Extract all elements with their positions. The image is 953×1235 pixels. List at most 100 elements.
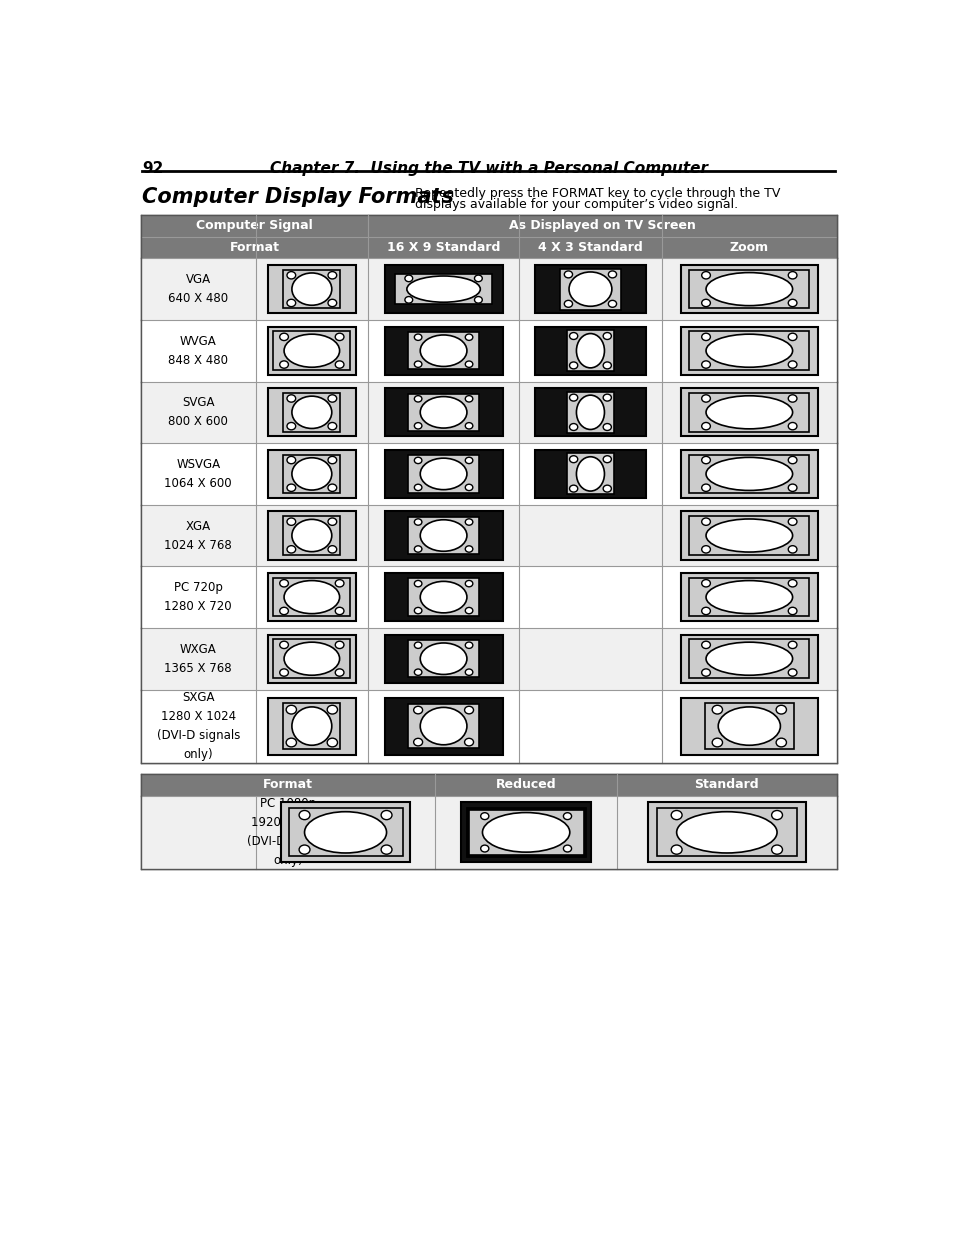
Bar bbox=[141, 567, 836, 627]
Bar bbox=[559, 269, 620, 310]
Bar bbox=[141, 774, 836, 869]
Ellipse shape bbox=[420, 520, 466, 551]
Ellipse shape bbox=[465, 422, 473, 429]
Ellipse shape bbox=[671, 810, 681, 820]
Bar bbox=[617, 774, 836, 795]
Ellipse shape bbox=[465, 608, 473, 614]
Text: SVGA
800 X 600: SVGA 800 X 600 bbox=[168, 396, 228, 429]
Bar bbox=[368, 237, 518, 258]
Bar bbox=[680, 266, 817, 314]
Ellipse shape bbox=[328, 546, 336, 553]
Ellipse shape bbox=[563, 813, 571, 820]
Ellipse shape bbox=[299, 845, 310, 855]
Bar bbox=[688, 640, 808, 678]
Ellipse shape bbox=[576, 395, 604, 430]
Bar bbox=[408, 394, 478, 431]
Ellipse shape bbox=[776, 705, 785, 714]
Ellipse shape bbox=[705, 642, 792, 676]
Text: Chapter 7.  Using the TV with a Personal Computer: Chapter 7. Using the TV with a Personal … bbox=[270, 162, 707, 177]
Ellipse shape bbox=[564, 300, 572, 308]
Bar bbox=[408, 578, 478, 616]
Bar bbox=[280, 803, 410, 862]
Bar bbox=[680, 635, 817, 683]
Text: Reduced: Reduced bbox=[496, 778, 556, 792]
Ellipse shape bbox=[279, 579, 288, 587]
Ellipse shape bbox=[287, 517, 295, 525]
Bar bbox=[141, 443, 836, 505]
Ellipse shape bbox=[569, 485, 578, 492]
Ellipse shape bbox=[602, 394, 611, 401]
Bar bbox=[408, 456, 478, 493]
Ellipse shape bbox=[602, 362, 611, 369]
Ellipse shape bbox=[420, 708, 466, 745]
Bar bbox=[268, 266, 355, 314]
Bar bbox=[368, 215, 836, 237]
Bar bbox=[408, 704, 478, 748]
Ellipse shape bbox=[414, 580, 421, 587]
Text: 4 X 3 Standard: 4 X 3 Standard bbox=[537, 241, 642, 254]
Ellipse shape bbox=[787, 361, 796, 368]
Ellipse shape bbox=[328, 517, 336, 525]
Ellipse shape bbox=[335, 579, 344, 587]
Ellipse shape bbox=[279, 361, 288, 368]
Ellipse shape bbox=[701, 484, 710, 492]
Bar bbox=[688, 516, 808, 555]
Text: 16 X 9 Standard: 16 X 9 Standard bbox=[387, 241, 499, 254]
Ellipse shape bbox=[465, 333, 473, 341]
Bar bbox=[688, 454, 808, 493]
Ellipse shape bbox=[414, 395, 421, 403]
Ellipse shape bbox=[287, 272, 295, 279]
Ellipse shape bbox=[464, 739, 473, 746]
Ellipse shape bbox=[420, 396, 466, 429]
Bar bbox=[141, 382, 836, 443]
Ellipse shape bbox=[335, 333, 344, 341]
Ellipse shape bbox=[569, 362, 578, 369]
Bar bbox=[657, 809, 796, 856]
Bar bbox=[289, 809, 402, 856]
Bar bbox=[408, 516, 478, 555]
Ellipse shape bbox=[279, 641, 288, 648]
Ellipse shape bbox=[474, 275, 482, 282]
Ellipse shape bbox=[465, 484, 473, 490]
Bar bbox=[680, 511, 817, 559]
Ellipse shape bbox=[414, 608, 421, 614]
Text: Format: Format bbox=[230, 241, 279, 254]
Ellipse shape bbox=[576, 333, 604, 368]
Ellipse shape bbox=[464, 706, 473, 714]
Bar bbox=[141, 505, 836, 567]
Bar bbox=[268, 698, 355, 755]
Bar bbox=[384, 573, 502, 621]
Bar bbox=[518, 237, 661, 258]
Ellipse shape bbox=[787, 484, 796, 492]
Ellipse shape bbox=[569, 332, 578, 340]
Bar bbox=[141, 795, 836, 869]
Bar bbox=[468, 810, 583, 855]
Ellipse shape bbox=[335, 641, 344, 648]
Ellipse shape bbox=[328, 457, 336, 464]
Ellipse shape bbox=[284, 642, 339, 676]
Ellipse shape bbox=[404, 296, 413, 303]
Bar bbox=[268, 327, 355, 374]
Ellipse shape bbox=[381, 810, 392, 820]
Text: As Displayed on TV Screen: As Displayed on TV Screen bbox=[509, 220, 695, 232]
Bar bbox=[408, 640, 478, 678]
Ellipse shape bbox=[420, 458, 466, 489]
Text: Format: Format bbox=[263, 778, 313, 792]
Ellipse shape bbox=[406, 275, 479, 303]
Ellipse shape bbox=[328, 299, 336, 306]
Text: WXGA
1365 X 768: WXGA 1365 X 768 bbox=[164, 642, 232, 674]
Bar bbox=[395, 274, 492, 304]
Text: displays available for your computer’s video signal.: displays available for your computer’s v… bbox=[415, 199, 738, 211]
Ellipse shape bbox=[701, 422, 710, 430]
Ellipse shape bbox=[787, 457, 796, 464]
Ellipse shape bbox=[671, 845, 681, 855]
Bar bbox=[535, 266, 645, 314]
Bar bbox=[141, 258, 836, 320]
Text: XGA
1024 X 768: XGA 1024 X 768 bbox=[164, 520, 232, 552]
Bar bbox=[384, 266, 502, 314]
Bar bbox=[460, 803, 591, 862]
Ellipse shape bbox=[602, 332, 611, 340]
Bar bbox=[384, 511, 502, 559]
Bar bbox=[384, 635, 502, 683]
Bar bbox=[566, 330, 613, 372]
